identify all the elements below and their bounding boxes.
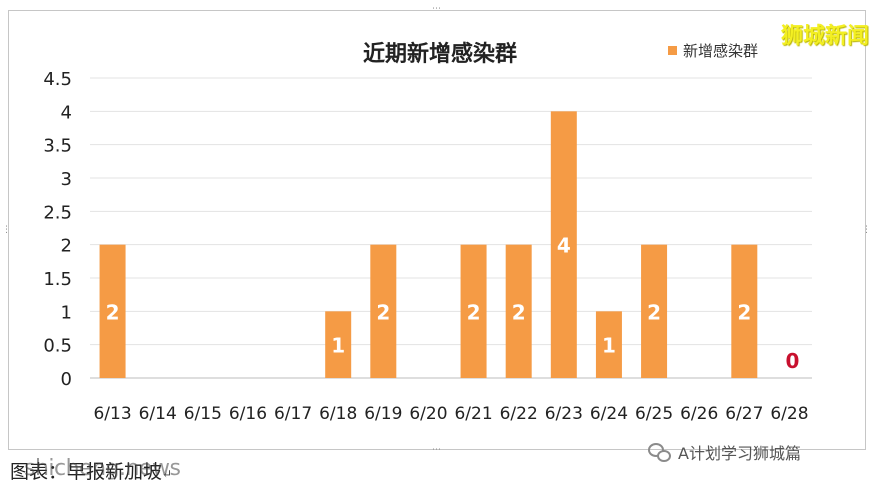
caption-watermark: shicheng.news: [24, 456, 181, 481]
legend-label: 新增感染群: [683, 42, 759, 60]
bar: [641, 244, 668, 378]
data-label: 2: [467, 300, 481, 324]
data-label: 1: [331, 334, 345, 358]
y-tick-label: 0.5: [43, 336, 72, 357]
bar: [731, 244, 758, 378]
data-label: 1: [602, 334, 616, 358]
y-tick-label: 0: [61, 369, 72, 390]
resize-handle-right[interactable]: ⋮: [862, 225, 871, 235]
y-tick-label: 3.5: [43, 136, 72, 157]
chart-title: 近期新增感染群: [363, 41, 517, 67]
x-tick-label: 6/13: [93, 404, 131, 424]
data-labels: 2 1 2 2 2 4 1 2 2 0: [106, 234, 800, 373]
legend-swatch: [668, 46, 677, 55]
x-tick-label: 6/15: [184, 404, 222, 424]
resize-handle-left[interactable]: ⋮: [2, 225, 11, 235]
x-tick-label: 6/24: [590, 404, 628, 424]
x-tick-label: 6/23: [545, 404, 583, 424]
caption: 图表：早报新加坡↵: [10, 457, 172, 484]
bar: [325, 311, 352, 378]
x-tick-label: 6/28: [770, 404, 808, 424]
caption-text: 图表：早报新加坡: [10, 461, 163, 483]
wechat-icon: [648, 443, 671, 462]
data-label: 2: [737, 300, 751, 324]
resize-handle-top[interactable]: ⋯: [432, 4, 441, 14]
x-tick-label: 6/21: [454, 404, 492, 424]
x-tick-label: 6/26: [680, 404, 718, 424]
chart-frame: [8, 10, 866, 450]
x-tick-label: 6/19: [364, 404, 402, 424]
wechat-source: A计划学习狮城篇: [648, 440, 801, 464]
bar: [505, 244, 532, 378]
x-tick-label: 6/14: [139, 404, 177, 424]
x-tick-label: 6/22: [500, 404, 538, 424]
data-label: 4: [557, 234, 571, 258]
data-label: 2: [647, 300, 661, 324]
bar: [550, 111, 577, 378]
grid-lines: [90, 77, 812, 379]
x-tick-label: 6/17: [274, 404, 312, 424]
bar: [99, 244, 126, 378]
y-tick-label: 1.5: [43, 269, 72, 290]
y-tick-label: 4.5: [43, 69, 72, 90]
x-axis-ticks: 6/13 6/14 6/15 6/16 6/17 6/18 6/19 6/20 6/21 6/22…: [93, 404, 808, 424]
bar: [460, 244, 487, 378]
x-tick-label: 6/16: [229, 404, 267, 424]
x-tick-label: 6/20: [409, 404, 447, 424]
caption-return-mark: ↵: [162, 467, 173, 481]
legend: 新增感染群: [668, 40, 758, 61]
bar: [595, 311, 622, 378]
resize-handle-bottom[interactable]: ⋯: [432, 445, 441, 455]
watermark-logo: 狮城新闻: [780, 24, 869, 49]
data-label: 2: [376, 300, 390, 324]
data-label: 2: [106, 300, 120, 324]
y-tick-label: 4: [61, 102, 72, 123]
x-tick-label: 6/27: [725, 404, 763, 424]
data-label: 0: [785, 349, 799, 373]
y-axis-ticks: 0 0.5 1 1.5 2 2.5 3 3.5 4 4.5: [43, 69, 72, 390]
y-tick-label: 2.5: [43, 202, 72, 223]
y-tick-label: 3: [61, 169, 72, 190]
wechat-source-label: A计划学习狮城篇: [678, 444, 801, 463]
data-label: 2: [512, 300, 526, 324]
bars: [99, 111, 758, 378]
y-tick-label: 2: [61, 236, 72, 257]
bar: [370, 244, 397, 378]
y-tick-label: 1: [61, 302, 72, 323]
x-tick-label: 6/25: [635, 404, 673, 424]
x-tick-label: 6/18: [319, 404, 357, 424]
